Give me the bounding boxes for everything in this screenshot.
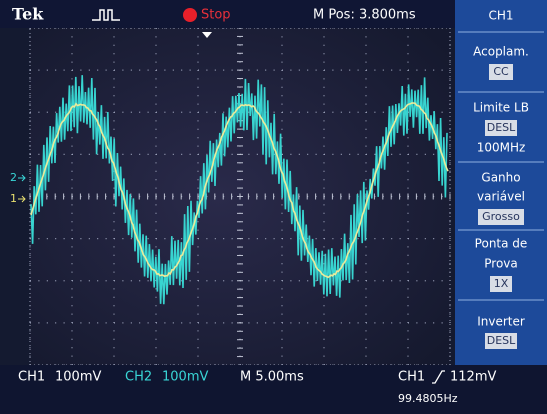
- trigger-level: 112mV: [450, 370, 496, 385]
- menu-value-box[interactable]: [490, 276, 512, 292]
- menu-label: Ponta de: [475, 237, 528, 251]
- menu-value-box[interactable]: [478, 209, 524, 225]
- menu-extra: 100MHz: [477, 141, 526, 155]
- menu-value-box[interactable]: [485, 333, 517, 349]
- menu-label: variável: [477, 190, 525, 204]
- ch2-arrow: [18, 174, 26, 182]
- ch2-scale: 100mV: [162, 370, 208, 385]
- ch2-label: CH2: [125, 370, 152, 385]
- menu-label: Limite LB: [473, 101, 529, 115]
- horizontal-position: M Pos: 3.800ms: [313, 8, 416, 23]
- menu-label: Ganho: [481, 171, 520, 185]
- menu-label: Acoplam.: [473, 45, 529, 59]
- menu-value-box[interactable]: [485, 120, 517, 136]
- acquisition-icon: [92, 9, 120, 21]
- stop-icon: [183, 8, 197, 22]
- brand: Tek: [12, 5, 44, 24]
- menu-value: DESL: [487, 121, 516, 134]
- menu-value: Grosso: [482, 210, 520, 223]
- ch1-scale: 100mV: [55, 370, 101, 385]
- frequency: 99.4805Hz: [398, 392, 458, 405]
- menu-value: CC: [493, 65, 509, 78]
- top-bar: [0, 0, 455, 28]
- menu-value: DESL: [487, 334, 516, 347]
- bottom-bar: [0, 365, 547, 414]
- run-status: Stop: [201, 8, 231, 23]
- trigger-position-marker: [202, 32, 212, 38]
- ch2-marker: 2: [10, 171, 17, 184]
- timebase: M 5.00ms: [240, 370, 304, 385]
- menu-label: Prova: [484, 257, 518, 271]
- side-menu: [455, 0, 547, 365]
- menu-title: CH1: [488, 9, 513, 23]
- waveforms: [30, 75, 449, 305]
- graticule-border: [29, 27, 451, 366]
- menu-value: 1X: [494, 277, 509, 290]
- ch1-marker: 1: [10, 192, 17, 205]
- ch1-label: CH1: [18, 370, 45, 385]
- ch2-waveform: [30, 75, 448, 305]
- menu-label: Inverter: [477, 315, 525, 329]
- menu-value-box[interactable]: [489, 64, 513, 80]
- ch1-arrow: [18, 195, 26, 203]
- ch1-waveform: [30, 102, 449, 279]
- trigger-source: CH1: [398, 370, 425, 385]
- trigger-slope: [432, 370, 445, 384]
